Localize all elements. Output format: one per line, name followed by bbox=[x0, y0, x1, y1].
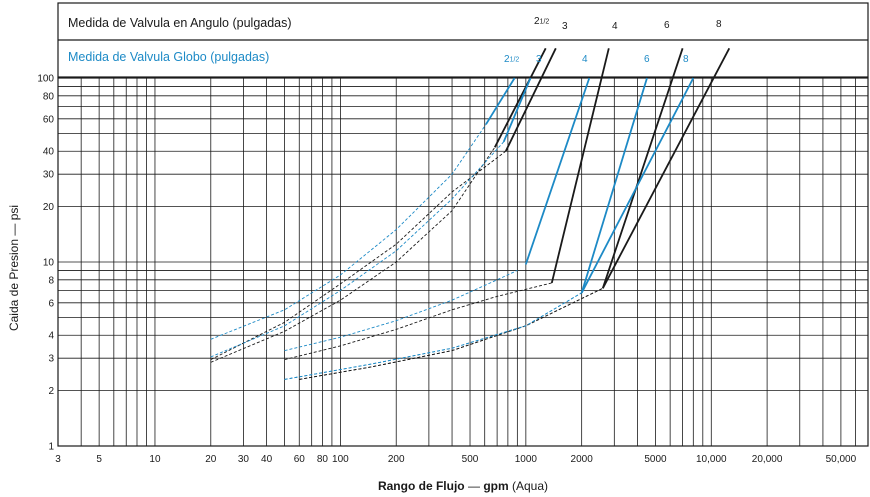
series-label: 4 bbox=[612, 21, 618, 32]
series-label: 21/2 bbox=[504, 54, 519, 65]
y-tick-label: 100 bbox=[37, 74, 54, 85]
series-label: 8 bbox=[683, 54, 689, 65]
x-tick-label: 5000 bbox=[644, 454, 667, 465]
y-axis-title: Caida de Presion — psi bbox=[7, 205, 21, 331]
series-label: 8 bbox=[716, 19, 722, 30]
series-solid-line bbox=[602, 47, 731, 289]
series-solid-line bbox=[504, 47, 557, 152]
series-dashed-curve bbox=[299, 287, 603, 380]
x-tick-label: 5 bbox=[96, 454, 102, 465]
x-tick-label: 200 bbox=[388, 454, 405, 465]
series-globe-3 bbox=[210, 77, 532, 358]
series-label-main: 8 bbox=[716, 19, 722, 30]
series-globe-6 bbox=[284, 77, 648, 380]
y-tick-label: 80 bbox=[43, 91, 55, 102]
x-tick-label: 60 bbox=[294, 454, 306, 465]
series-solid-line bbox=[580, 77, 695, 294]
series-angle-3 bbox=[210, 47, 557, 361]
series-label: 3 bbox=[562, 21, 568, 32]
chart-grid bbox=[57, 77, 869, 447]
x-tick-label: 20 bbox=[205, 454, 217, 465]
series-label-main: 6 bbox=[664, 20, 670, 31]
y-tick-label: 2 bbox=[48, 386, 54, 397]
x-axis-title-part-3: (Aqua) bbox=[509, 479, 548, 493]
x-tick-label: 10,000 bbox=[696, 454, 727, 465]
x-tick-label: 80 bbox=[317, 454, 329, 465]
series-dashed-curve bbox=[210, 150, 507, 361]
series-angle-6 bbox=[299, 48, 684, 380]
chart-series-labels: 21/2 3 4 6 821/2 3 4 6 8 bbox=[504, 16, 722, 65]
series-label-main: 3 bbox=[536, 54, 542, 65]
x-tick-label: 30 bbox=[238, 454, 250, 465]
series-solid-line bbox=[493, 47, 547, 148]
x-tick-label: 20,000 bbox=[752, 454, 783, 465]
x-axis-title-dash: — bbox=[465, 479, 484, 493]
series-solid-line bbox=[601, 48, 684, 289]
series-globe-4 bbox=[284, 77, 591, 352]
series-dashed-curve bbox=[210, 124, 487, 340]
y-tick-label: 1 bbox=[48, 442, 54, 453]
x-axis-title-part-2: gpm bbox=[483, 479, 508, 493]
series-label: 4 bbox=[582, 54, 588, 65]
x-tick-label: 3 bbox=[55, 454, 61, 465]
series-label: 3 bbox=[536, 54, 542, 65]
series-label-main: 8 bbox=[683, 54, 689, 65]
series-label: 21/2 bbox=[534, 16, 549, 27]
series-label-main: 4 bbox=[582, 54, 588, 65]
series-label-main: 3 bbox=[562, 21, 568, 32]
globe-valve-title: Medida de Valvula Globo (pulgadas) bbox=[68, 50, 269, 64]
series-solid-line bbox=[485, 77, 516, 125]
series-solid-line bbox=[502, 77, 532, 143]
series-dashed-curve bbox=[284, 292, 582, 380]
angle-valve-title: Medida de Valvula en Angulo (pulgadas) bbox=[68, 16, 292, 30]
y-tick-label: 20 bbox=[43, 202, 55, 213]
x-axis-title: Rango de Flujo — gpm (Aqua) bbox=[378, 479, 548, 493]
series-dashed-curve bbox=[299, 287, 603, 380]
series-dashed-curve bbox=[284, 292, 582, 380]
series-dashed-curve bbox=[284, 282, 552, 361]
series-globe-2 bbox=[210, 77, 516, 340]
y-tick-label: 8 bbox=[48, 275, 54, 286]
series-label-main: 6 bbox=[644, 54, 650, 65]
y-tick-label: 4 bbox=[48, 331, 54, 342]
series-solid-line bbox=[524, 77, 591, 265]
series-angle-8 bbox=[299, 47, 731, 380]
series-label-sub: 1/2 bbox=[510, 57, 520, 64]
y-tick-label: 40 bbox=[43, 147, 55, 158]
series-dashed-curve bbox=[210, 141, 505, 358]
series-solid-line bbox=[580, 77, 648, 294]
series-dashed-curve bbox=[284, 269, 518, 352]
series-dashed-curve bbox=[210, 147, 496, 363]
x-tick-label: 2000 bbox=[571, 454, 594, 465]
x-tick-label: 1000 bbox=[515, 454, 538, 465]
x-tick-label: 500 bbox=[462, 454, 479, 465]
chart-header: Medida de Valvula en Angulo (pulgadas) M… bbox=[57, 2, 869, 78]
y-tick-label: 6 bbox=[48, 298, 54, 309]
series-label-main: 2 bbox=[534, 16, 540, 27]
y-tick-label: 3 bbox=[48, 354, 54, 365]
x-tick-label: 100 bbox=[332, 454, 349, 465]
series-label-sub: 1/2 bbox=[540, 19, 550, 26]
y-tick-label: 30 bbox=[43, 170, 55, 181]
series-label-main: 2 bbox=[504, 54, 510, 65]
x-tick-label: 50,000 bbox=[826, 454, 857, 465]
y-tick-label: 10 bbox=[43, 258, 55, 269]
series-label-main: 4 bbox=[612, 21, 618, 32]
series-globe-8 bbox=[284, 77, 695, 380]
chart-series bbox=[210, 47, 731, 380]
series-label: 6 bbox=[644, 54, 650, 65]
series-solid-line bbox=[550, 48, 610, 284]
chart-tick-labels: 3 5 10 20 30 40 60 80 100 200 500 1000 2000 5000 10,00… bbox=[37, 74, 856, 466]
series-angle-4 bbox=[284, 48, 610, 361]
series-label: 6 bbox=[664, 20, 670, 31]
x-tick-label: 10 bbox=[149, 454, 161, 465]
x-tick-label: 40 bbox=[261, 454, 273, 465]
x-axis-title-part-1: Rango de Flujo bbox=[378, 479, 465, 493]
y-tick-label: 60 bbox=[43, 114, 55, 125]
series-angle-2 bbox=[210, 47, 547, 363]
